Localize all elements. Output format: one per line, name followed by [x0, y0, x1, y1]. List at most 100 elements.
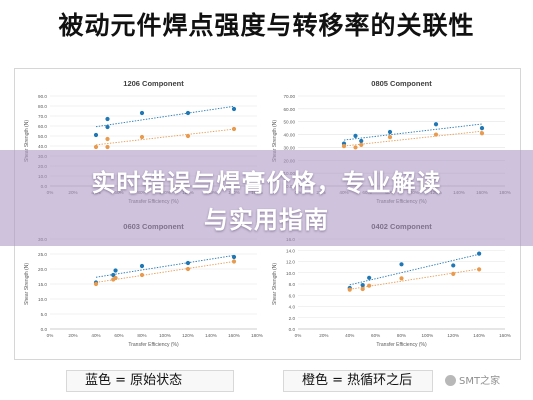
blue-data-point	[479, 126, 485, 131]
x-tick-label: 80%	[397, 333, 406, 338]
x-tick-label: 80%	[137, 333, 146, 338]
orange-trendline	[343, 130, 483, 147]
y-tick-label: 12.0	[286, 260, 295, 265]
y-tick-label: 60.0	[38, 124, 47, 129]
blue-data-point	[111, 272, 116, 278]
orange-data-point	[347, 287, 352, 292]
orange-data-point	[185, 266, 191, 272]
y-tick-label: 30.00	[284, 145, 296, 150]
blue-data-point	[113, 268, 118, 273]
x-axis-label: Transfer Efficiency (%)	[128, 342, 179, 348]
blue-data-point	[359, 138, 364, 144]
x-tick-label: 120%	[182, 333, 194, 338]
x-tick-label: 140%	[205, 333, 217, 338]
overlay-banner	[0, 150, 533, 246]
blue-data-point	[185, 260, 191, 266]
watermark-text: SMT之家	[459, 376, 501, 387]
overlay-headline-line1: 实时错误与焊膏价格，专业解读	[91, 169, 442, 197]
blue-data-point	[353, 133, 358, 138]
x-tick-label: 160%	[228, 333, 240, 338]
orange-data-point	[433, 132, 439, 137]
y-tick-label: 4.0	[289, 305, 296, 310]
y-tick-label: 25.0	[38, 252, 47, 257]
blue-data-point	[367, 275, 372, 280]
blue-trendline	[95, 105, 235, 128]
x-tick-label: 60%	[114, 333, 123, 338]
y-tick-label: 10.0	[286, 271, 295, 276]
orange-data-point	[451, 271, 456, 276]
overlay-headline-line2: 与实用指南	[204, 206, 329, 234]
blue-data-point	[105, 124, 110, 130]
orange-data-point	[341, 144, 347, 149]
blue-data-point	[231, 106, 237, 112]
orange-data-point	[477, 267, 482, 272]
y-axis-label: Shear Strength (N)	[272, 120, 278, 162]
orange-data-point	[113, 275, 118, 281]
x-tick-label: 20%	[68, 333, 77, 338]
blue-trendline	[349, 253, 480, 286]
blue-data-point	[360, 283, 365, 288]
y-axis-label: Shear Strength (N)	[272, 263, 278, 305]
blue-trendline	[95, 254, 235, 278]
blue-data-point	[433, 122, 439, 127]
y-tick-label: 2.0	[289, 316, 296, 321]
blue-data-point	[93, 132, 99, 138]
orange-data-point	[359, 142, 364, 147]
x-tick-label: 0%	[47, 333, 54, 338]
x-tick-label: 120%	[447, 333, 459, 338]
orange-data-point	[105, 136, 110, 142]
x-tick-label: 20%	[319, 333, 328, 338]
orange-data-point	[479, 131, 485, 136]
x-axis-label: Transfer Efficiency (%)	[376, 342, 427, 348]
orange-data-point	[367, 283, 372, 288]
y-tick-label: 8.0	[289, 282, 296, 287]
x-tick-label: 100%	[159, 333, 171, 338]
y-tick-label: 80.0	[38, 104, 47, 109]
orange-data-point	[139, 134, 145, 140]
chart-title: 0805 Component	[371, 79, 432, 88]
watermark-logo-icon	[445, 375, 456, 386]
legend-orange-thermal-cycled: 橙色 = 热循环之后	[283, 370, 433, 392]
y-tick-label: 70.0	[38, 114, 47, 119]
orange-data-point	[360, 286, 365, 292]
orange-data-point	[93, 144, 99, 150]
y-tick-label: 5.0	[41, 312, 48, 317]
y-tick-label: 20.0	[38, 267, 47, 272]
orange-data-point	[93, 281, 99, 287]
y-tick-label: 50.00	[284, 120, 296, 125]
y-tick-label: 10.0	[38, 297, 47, 302]
orange-trendline	[349, 268, 480, 290]
blue-data-point	[477, 251, 482, 256]
x-tick-label: 40%	[345, 333, 354, 338]
x-tick-label: 100%	[422, 333, 434, 338]
legend-blue-original: 蓝色 = 原始状态	[66, 370, 234, 392]
y-tick-label: 6.0	[289, 293, 296, 298]
blue-data-point	[105, 116, 110, 122]
x-tick-label: 60%	[371, 333, 380, 338]
x-tick-label: 160%	[499, 333, 511, 338]
main-title: 被动元件焊点强度与转移率的关联性	[58, 11, 475, 40]
y-tick-label: 40.0	[38, 144, 47, 149]
orange-data-point	[399, 276, 404, 281]
y-tick-label: 50.0	[38, 134, 47, 139]
y-tick-label: 40.00	[284, 133, 296, 138]
y-tick-label: 90.0	[38, 94, 47, 99]
x-tick-label: 0%	[295, 333, 302, 338]
orange-data-point	[353, 145, 358, 150]
y-tick-label: 0.0	[41, 327, 48, 332]
y-tick-label: 60.00	[284, 107, 296, 112]
y-axis-label: Shear Strength (N)	[24, 120, 30, 162]
orange-data-point	[185, 133, 191, 139]
y-tick-label: 14.0	[286, 248, 295, 253]
blue-data-point	[399, 262, 404, 267]
orange-data-point	[231, 126, 237, 132]
blue-data-point	[387, 129, 393, 135]
orange-data-point	[387, 135, 393, 140]
blue-data-point	[451, 263, 456, 268]
y-tick-label: 0.0	[289, 327, 296, 332]
blue-data-point	[185, 110, 191, 116]
y-tick-label: 70.00	[284, 94, 296, 99]
orange-data-point	[139, 272, 145, 278]
x-tick-label: 180%	[251, 333, 263, 338]
orange-data-point	[105, 144, 110, 150]
